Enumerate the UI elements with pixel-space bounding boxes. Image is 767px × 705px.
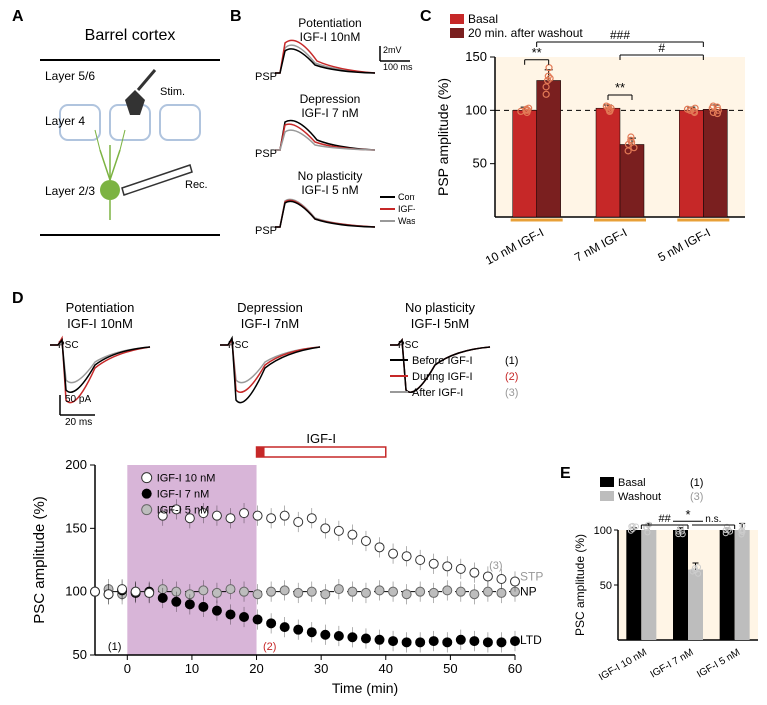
svg-text:IGF-I 5nM: IGF-I 5nM xyxy=(411,316,470,331)
svg-text:50: 50 xyxy=(443,661,457,676)
svg-text:Rec.: Rec. xyxy=(185,179,208,191)
svg-text:STP: STP xyxy=(520,569,543,583)
panel-label-a: A xyxy=(12,8,24,26)
svg-text:5 nM IGF-I: 5 nM IGF-I xyxy=(656,225,713,264)
svg-text:10 nM IGF-I: 10 nM IGF-I xyxy=(483,225,546,267)
svg-text:During IGF-I: During IGF-I xyxy=(412,371,473,383)
svg-text:Basal: Basal xyxy=(468,12,498,26)
svg-text:7 nM IGF-I: 7 nM IGF-I xyxy=(572,225,629,264)
svg-text:100: 100 xyxy=(594,525,612,537)
svg-text:IGF-I 10nM: IGF-I 10nM xyxy=(67,316,133,331)
svg-text:IGF-I 10nM: IGF-I 10nM xyxy=(300,30,361,44)
svg-text:50: 50 xyxy=(473,156,487,171)
svg-text:PSC amplitude (%): PSC amplitude (%) xyxy=(573,534,587,636)
svg-text:PSP: PSP xyxy=(255,225,277,237)
svg-text:Time (min): Time (min) xyxy=(332,680,398,696)
svg-text:30: 30 xyxy=(314,661,328,676)
svg-text:PSP amplitude (%): PSP amplitude (%) xyxy=(435,78,451,196)
svg-text:Before IGF-I: Before IGF-I xyxy=(412,355,473,367)
svg-text:50: 50 xyxy=(600,580,612,592)
panel-label-b: B xyxy=(230,8,242,26)
svg-text:Potentiation: Potentiation xyxy=(66,300,135,315)
panel-b-traces: Potentiation IGF-I 10nM 2mV 100 ms PSP D… xyxy=(245,15,415,275)
svg-text:LTD: LTD xyxy=(520,633,542,647)
panel-a-diagram: Barrel cortex Layer 5/6 Layer 4 Stim. La… xyxy=(30,20,230,260)
svg-text:IGF-I 7nM: IGF-I 7nM xyxy=(241,316,300,331)
svg-text:Layer 2/3: Layer 2/3 xyxy=(45,184,95,198)
svg-text:(3): (3) xyxy=(505,387,518,399)
svg-text:IGF-I 5 nM: IGF-I 5 nM xyxy=(157,505,210,517)
svg-text:20 ms: 20 ms xyxy=(65,417,92,428)
svg-text:Depression: Depression xyxy=(237,300,303,315)
svg-text:2mV: 2mV xyxy=(383,45,402,55)
svg-text:IGF-I 5 nM: IGF-I 5 nM xyxy=(695,647,742,680)
svg-text:IGF-I 7 nM: IGF-I 7 nM xyxy=(649,647,696,680)
svg-text:60: 60 xyxy=(508,661,522,676)
svg-text:IGF-I 10 nM: IGF-I 10 nM xyxy=(157,473,216,485)
svg-text:After IGF-I: After IGF-I xyxy=(412,387,463,399)
svg-text:(3): (3) xyxy=(690,491,703,503)
svg-text:PSP: PSP xyxy=(255,71,277,83)
svg-text:**: ** xyxy=(615,80,625,95)
svg-text:20 min. after washout: 20 min. after washout xyxy=(468,26,583,40)
svg-text:Layer 4: Layer 4 xyxy=(45,114,85,128)
svg-text:IGF-I 7 nM: IGF-I 7 nM xyxy=(157,489,210,501)
svg-text:(1): (1) xyxy=(505,355,518,367)
panel-e-barchart: Basal (1) Washout (3) 50 100 PSC amplitude (%)… xyxy=(570,475,765,700)
svg-text:PSC amplitude (%): PSC amplitude (%) xyxy=(31,496,48,624)
svg-text:Washout: Washout xyxy=(618,491,661,503)
svg-text:Basal: Basal xyxy=(618,477,646,489)
svg-text:(1): (1) xyxy=(108,641,121,653)
svg-text:Washout: Washout xyxy=(398,216,415,226)
svg-text:100 ms: 100 ms xyxy=(383,62,413,72)
svg-text:0: 0 xyxy=(124,661,131,676)
svg-text:Potentiation: Potentiation xyxy=(298,16,361,30)
svg-text:(2): (2) xyxy=(505,371,518,383)
svg-text:No plasticity: No plasticity xyxy=(405,300,476,315)
panel-c-barchart: Basal20 min. after washout 50 100 150 PSP am… xyxy=(430,12,760,292)
svg-text:NP: NP xyxy=(520,585,537,599)
svg-text:n.s.: n.s. xyxy=(705,514,721,525)
svg-text:Control: Control xyxy=(398,192,415,202)
svg-text:50 pA: 50 pA xyxy=(65,394,91,405)
svg-text:50: 50 xyxy=(73,647,87,662)
svg-text:100: 100 xyxy=(65,584,87,599)
svg-text:IGF-I: IGF-I xyxy=(398,204,415,214)
svg-text:Stim.: Stim. xyxy=(160,86,185,98)
svg-text:**: ** xyxy=(532,45,542,60)
svg-text:Layer 5/6: Layer 5/6 xyxy=(45,69,95,83)
svg-text:(3): (3) xyxy=(489,560,502,572)
svg-text:IGF-I: IGF-I xyxy=(306,431,336,446)
barrel-cortex-title: Barrel cortex xyxy=(85,27,176,44)
svg-text:100: 100 xyxy=(465,102,487,117)
svg-text:#: # xyxy=(658,41,665,55)
svg-text:IGF-I 7 nM: IGF-I 7 nM xyxy=(301,106,358,120)
svg-text:20: 20 xyxy=(249,661,263,676)
svg-text:(2): (2) xyxy=(263,641,276,653)
svg-text:200: 200 xyxy=(65,457,87,472)
svg-text:150: 150 xyxy=(465,49,487,64)
panel-d-figure: PotentiationIGF-I 10nMPSCDepressionIGF-I… xyxy=(20,300,560,700)
svg-text:40: 40 xyxy=(379,661,393,676)
svg-text:150: 150 xyxy=(65,520,87,535)
svg-text:PSP: PSP xyxy=(255,148,277,160)
svg-text:Depression: Depression xyxy=(300,92,361,106)
svg-text:###: ### xyxy=(610,28,630,42)
svg-text:No plasticity: No plasticity xyxy=(298,169,363,183)
svg-text:IGF-I 10 nM: IGF-I 10 nM xyxy=(597,647,649,683)
svg-text:##: ## xyxy=(659,513,672,525)
svg-text:*: * xyxy=(685,507,690,522)
svg-text:10: 10 xyxy=(185,661,199,676)
svg-text:(1): (1) xyxy=(690,477,703,489)
svg-text:IGF-I 5 nM: IGF-I 5 nM xyxy=(301,183,358,197)
